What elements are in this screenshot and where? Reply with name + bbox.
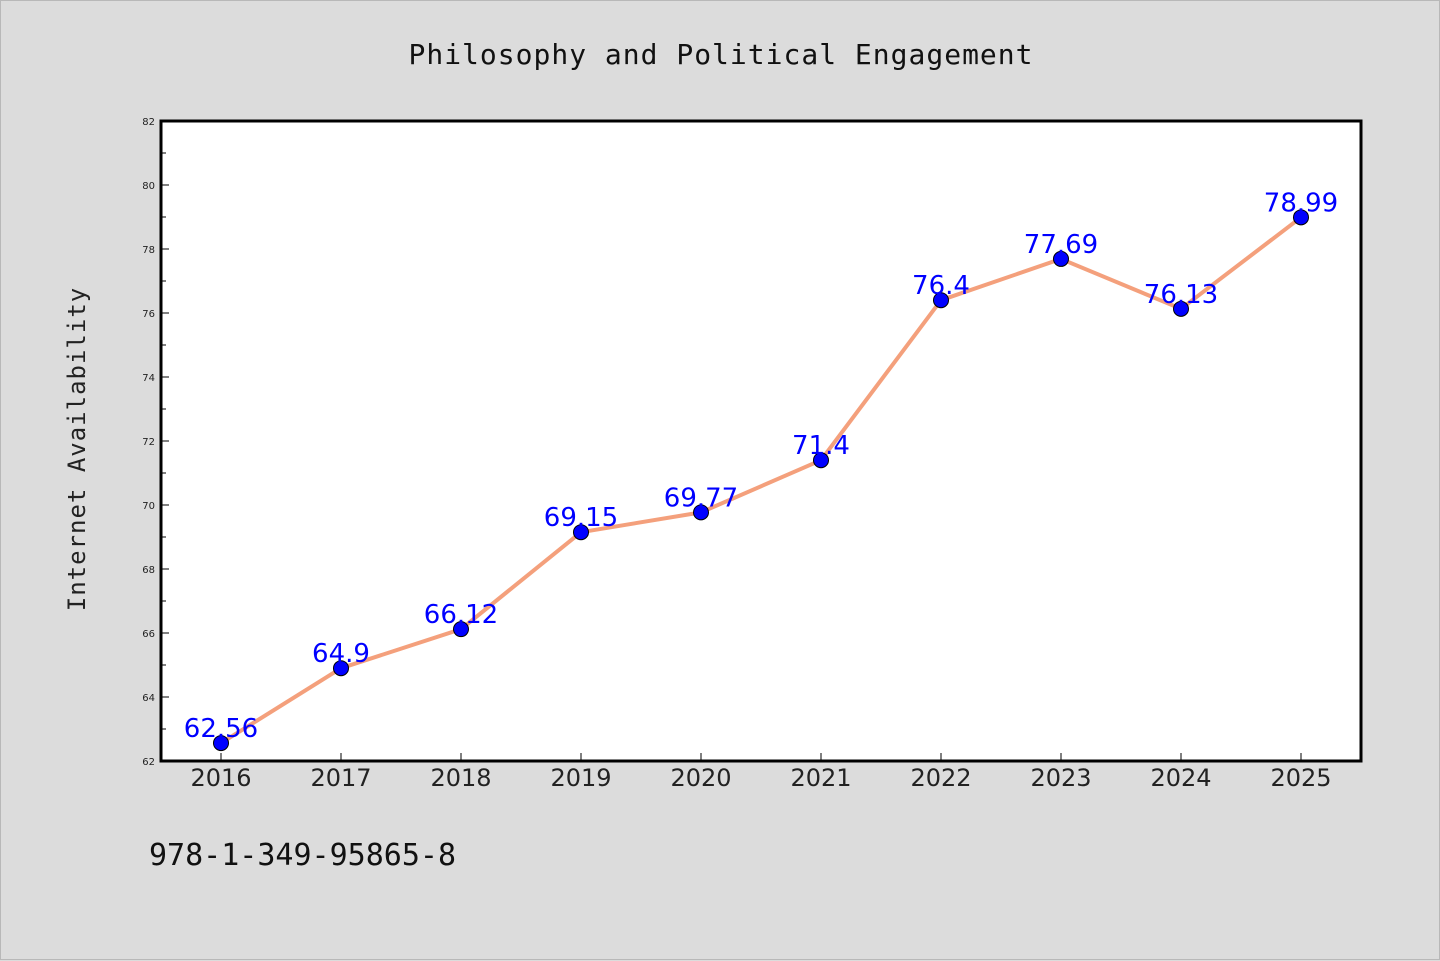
x-tick-label: 2016 (190, 764, 251, 792)
x-axis-ticks: 2016 2017 2018 2019 2020 2021 2022 2023 2024 2025 (190, 753, 1332, 792)
y-tick-label: 64 (142, 693, 155, 704)
data-point-marker (1053, 250, 1069, 267)
x-tick-label: 2023 (1030, 764, 1091, 792)
y-tick-label: 82 (142, 117, 155, 128)
data-label: 76.4 (912, 271, 970, 301)
x-tick-label: 2019 (550, 764, 611, 792)
data-point-marker (813, 452, 829, 469)
y-tick-label: 70 (142, 501, 155, 512)
data-point-marker (1173, 300, 1189, 317)
data-label: 66.12 (424, 600, 498, 630)
x-tick-label: 2020 (670, 764, 731, 792)
series-line (219, 215, 1303, 745)
data-label: 78.99 (1264, 188, 1338, 218)
data-labels: 62.56 64.9 66.12 69.15 69.77 71.4 76.4 77.69 76.… (184, 188, 1338, 744)
data-label: 69.15 (544, 503, 618, 533)
x-tick-label: 2018 (430, 764, 491, 792)
y-tick-label: 62 (142, 757, 155, 768)
x-tick-label: 2022 (910, 764, 971, 792)
y-tick-label: 76 (142, 309, 155, 320)
data-point-marker (333, 660, 349, 677)
data-markers (213, 209, 1309, 752)
plot-frame (159, 119, 1363, 763)
data-label: 64.9 (312, 639, 370, 669)
y-tick-label: 78 (142, 245, 155, 256)
isbn-footer: 978-1-349-95865-8 (149, 838, 456, 873)
data-label: 77.69 (1024, 230, 1098, 260)
y-tick-label: 66 (142, 629, 155, 640)
x-tick-label: 2021 (790, 764, 851, 792)
data-label: 62.56 (184, 714, 258, 744)
data-point-marker (1293, 209, 1309, 226)
data-point-marker (933, 292, 949, 309)
data-point-marker (693, 504, 709, 521)
data-point-marker (213, 735, 229, 752)
data-label: 76.13 (1144, 280, 1218, 310)
data-point-marker (453, 621, 469, 638)
data-point-marker (573, 524, 589, 541)
y-tick-label: 74 (142, 373, 155, 384)
x-tick-label: 2017 (310, 764, 371, 792)
y-tick-label: 72 (142, 437, 155, 448)
data-label: 71.4 (792, 431, 850, 461)
x-tick-label: 2024 (1150, 764, 1211, 792)
plot-area (161, 121, 1361, 761)
chart-title: Philosophy and Political Engagement (408, 38, 1033, 71)
data-label: 69.77 (664, 483, 738, 513)
y-tick-label: 80 (142, 181, 155, 192)
y-axis-label: Internet Availability (63, 287, 91, 611)
y-tick-label: 68 (142, 565, 155, 576)
x-tick-label: 2025 (1270, 764, 1331, 792)
